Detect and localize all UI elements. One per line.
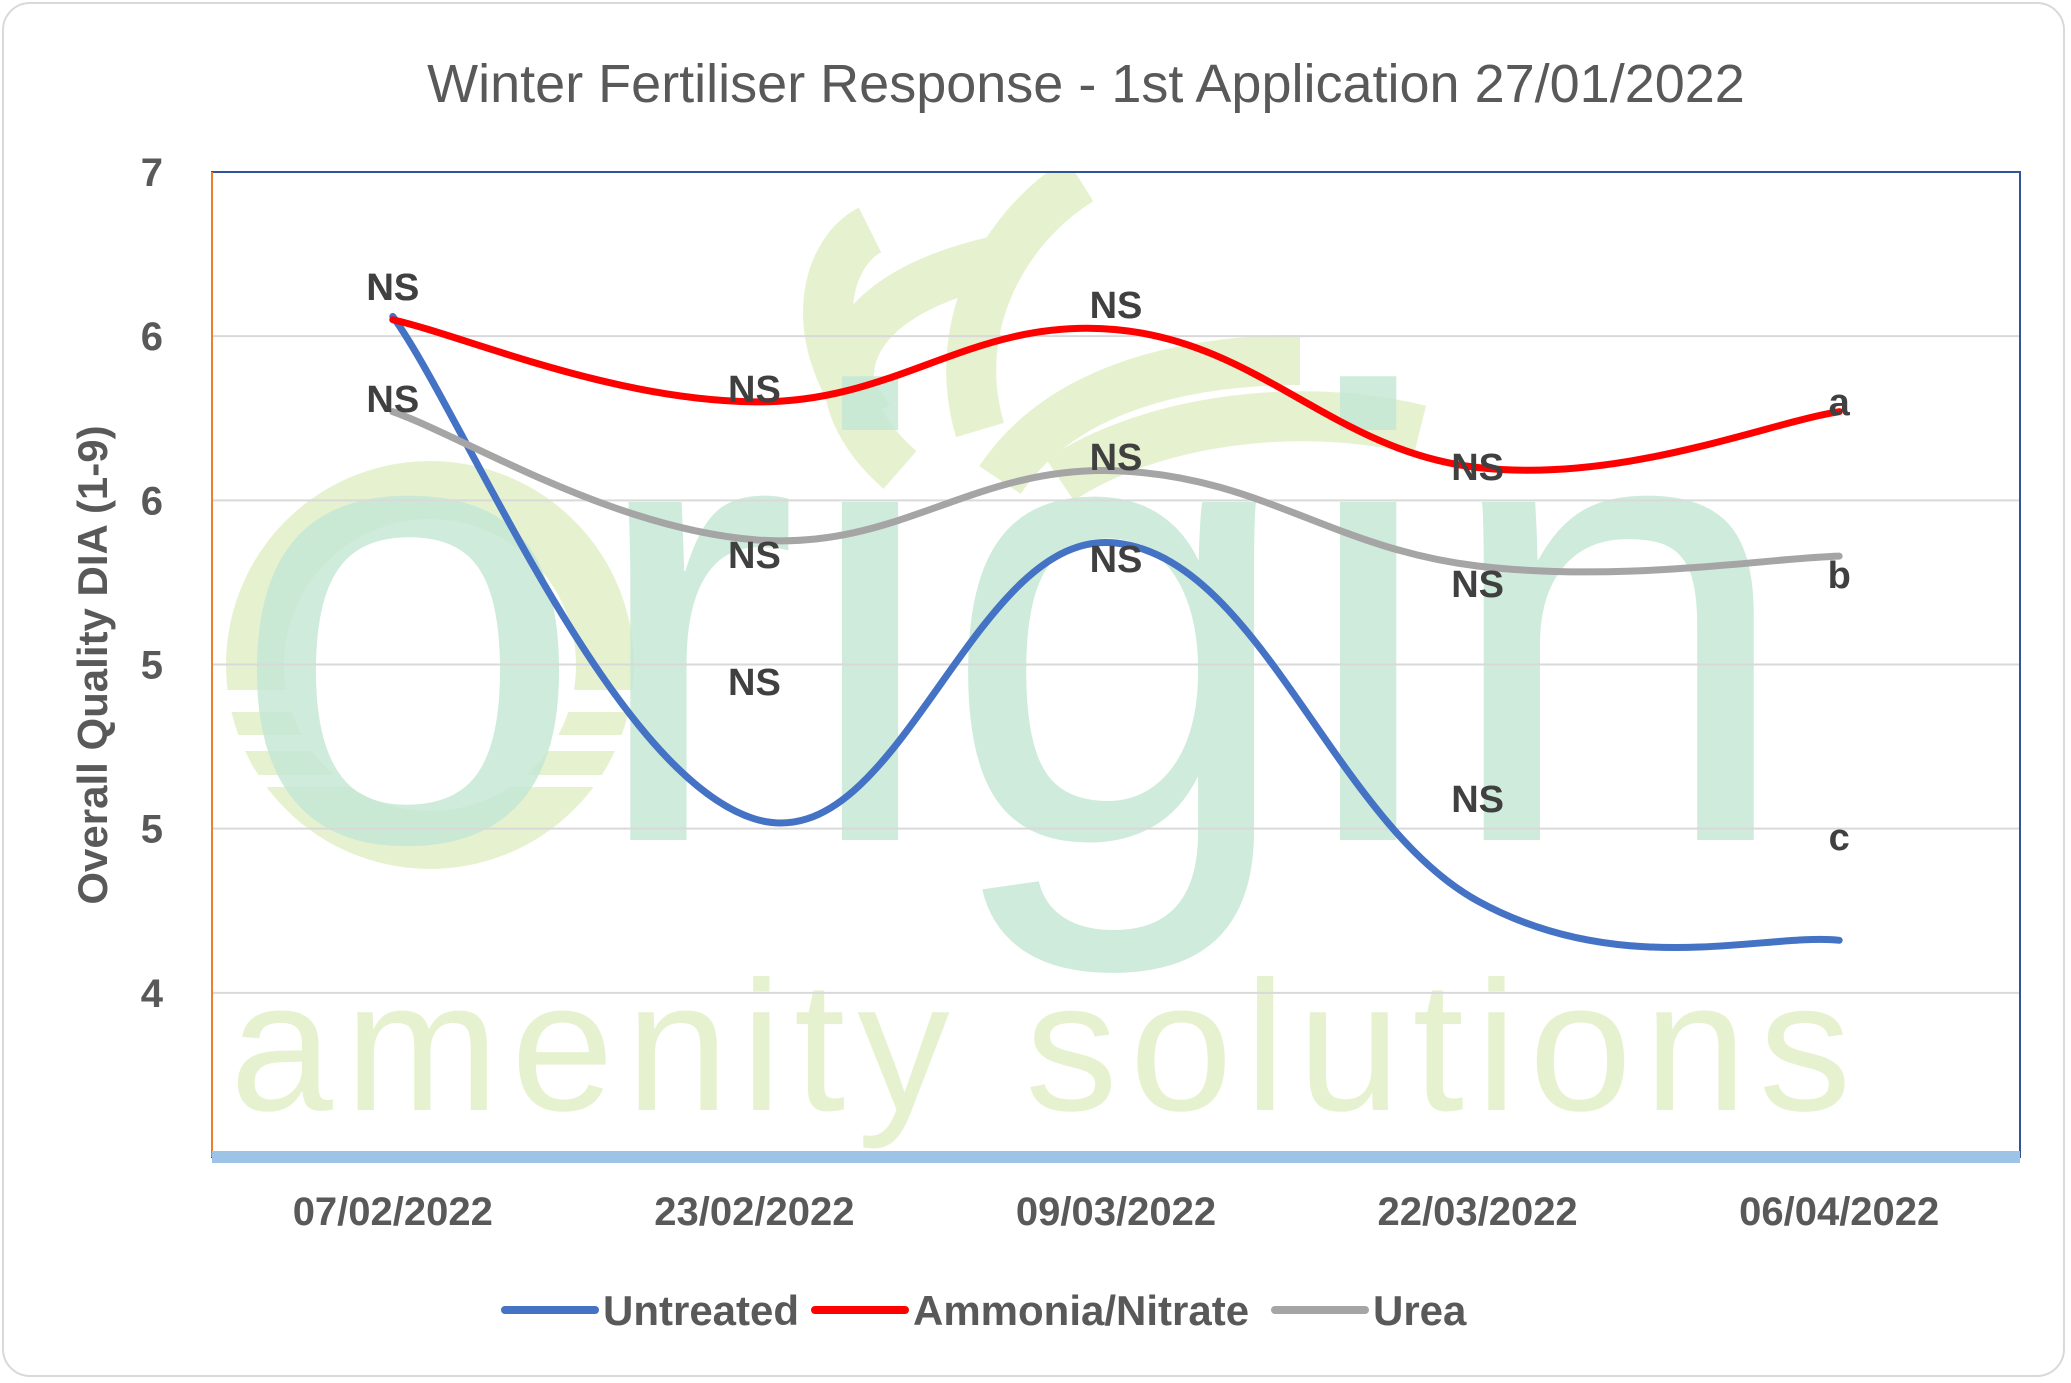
y-tick-label: 5 — [141, 644, 163, 688]
data-label: NS — [1451, 564, 1504, 606]
data-label: NS — [1451, 447, 1504, 489]
x-tick-label: 06/04/2022 — [1739, 1190, 1939, 1234]
watermark-tagline: amenity solutions — [230, 944, 1863, 1150]
series-line-urea — [389, 408, 1843, 576]
x-tick-label: 09/03/2022 — [1016, 1190, 1216, 1234]
x-tick-label: 22/03/2022 — [1377, 1190, 1577, 1234]
gridlines — [212, 335, 2020, 994]
sun-logo-icon — [803, 172, 1427, 502]
chart-title: Winter Fertiliser Response - 1st Applica… — [427, 54, 1745, 114]
data-label: c — [1829, 817, 1850, 859]
data-label: NS — [728, 662, 781, 704]
x-tick-label: 07/02/2022 — [293, 1190, 493, 1234]
data-label: NS — [1090, 539, 1143, 581]
legend-item: Ammonia/Nitrate — [811, 1287, 1249, 1334]
x-axis-bar — [212, 1151, 2020, 1163]
legend-item: Urea — [1271, 1287, 1467, 1334]
legend: Untreated Ammonia/Nitrate Urea — [501, 1287, 1467, 1334]
data-label: NS — [366, 267, 419, 309]
data-label: NS — [1090, 437, 1143, 479]
y-tick-label: 4 — [141, 972, 164, 1016]
x-tick-label: 23/02/2022 — [654, 1190, 854, 1234]
legend-label: Urea — [1373, 1287, 1467, 1334]
y-tick-labels: 7 6 6 5 5 4 — [141, 151, 164, 1016]
data-label: NS — [366, 379, 419, 421]
legend-item: Untreated — [501, 1287, 799, 1334]
y-tick-label: 7 — [141, 151, 163, 195]
data-label: NS — [1090, 285, 1143, 327]
legend-label: Ammonia/Nitrate — [913, 1287, 1249, 1334]
series-line-ammonia-nitrate — [389, 316, 1843, 474]
watermark-word: origin — [230, 261, 1795, 980]
data-label: NS — [1451, 779, 1504, 821]
data-label: a — [1829, 382, 1851, 424]
y-tick-label: 6 — [141, 479, 163, 523]
legend-label: Untreated — [603, 1287, 799, 1334]
y-tick-label: 6 — [141, 315, 163, 359]
data-label: NS — [728, 535, 781, 577]
x-tick-labels: 07/02/2022 23/02/2022 09/03/2022 22/03/2022… — [293, 1190, 1940, 1234]
watermark-logo: origin amenity solutions — [215, 172, 1863, 1150]
data-label: NS — [366, 267, 419, 309]
series-line-untreated — [389, 312, 1843, 951]
data-label: NS — [728, 369, 781, 411]
series-lines — [389, 312, 1843, 951]
data-label: b — [1828, 555, 1851, 597]
y-tick-label: 5 — [141, 808, 163, 852]
y-axis-label: Overall Quality DIA (1-9) — [69, 425, 116, 904]
